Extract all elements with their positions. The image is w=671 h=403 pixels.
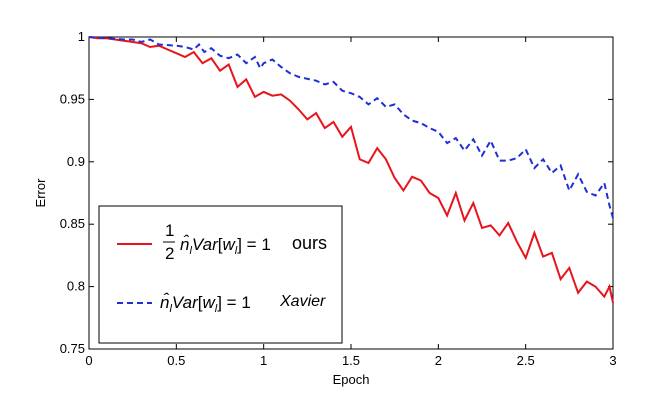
series-line-ours <box>88 36 614 304</box>
y-tick-label: 0.75 <box>60 341 85 356</box>
x-tick-label: 2 <box>435 353 442 368</box>
svg-text:n̂lVar[wl] = 1: n̂lVar[wl] = 1 <box>180 234 271 257</box>
x-axis-label: Epoch <box>333 372 370 387</box>
y-axis-label: Error <box>33 178 48 208</box>
legend-box <box>98 205 343 344</box>
y-tick-label: 0.9 <box>67 154 85 169</box>
svg-text:ours: ours <box>292 233 327 253</box>
svg-text:n̂lVar[wl] = 1: n̂lVar[wl] = 1 <box>160 292 251 315</box>
svg-text:Xavier: Xavier <box>279 293 326 310</box>
axis-ticks: 0 0.5 1 1.5 2 2.5 3 0.75 0.8 0.85 0.9 0.95 1 <box>60 29 617 368</box>
x-tick-label: 0 <box>85 353 92 368</box>
x-tick-label: 1 <box>260 353 267 368</box>
x-tick-label: 3 <box>609 353 616 368</box>
x-tick-label: 2.5 <box>517 353 535 368</box>
series-group <box>88 36 614 304</box>
svg-text:1: 1 <box>165 221 174 240</box>
y-tick-label: 0.85 <box>60 216 85 231</box>
y-tick-label: 0.95 <box>60 91 85 106</box>
x-tick-label: 0.5 <box>167 353 185 368</box>
y-tick-label: 0.8 <box>67 279 85 294</box>
series-line-xavier <box>88 36 614 219</box>
legend-label-ours: 1 2 n̂lVar[wl] = 1 ours <box>163 221 327 263</box>
legend-label-xavier: n̂lVar[wl] = 1 Xavier <box>160 292 326 315</box>
svg-text:2: 2 <box>165 244 174 263</box>
y-tick-label: 1 <box>78 29 85 44</box>
legend: 1 2 n̂lVar[wl] = 1 ours n̂lVar[wl] = 1 X… <box>98 205 343 344</box>
x-tick-label: 1.5 <box>342 353 360 368</box>
